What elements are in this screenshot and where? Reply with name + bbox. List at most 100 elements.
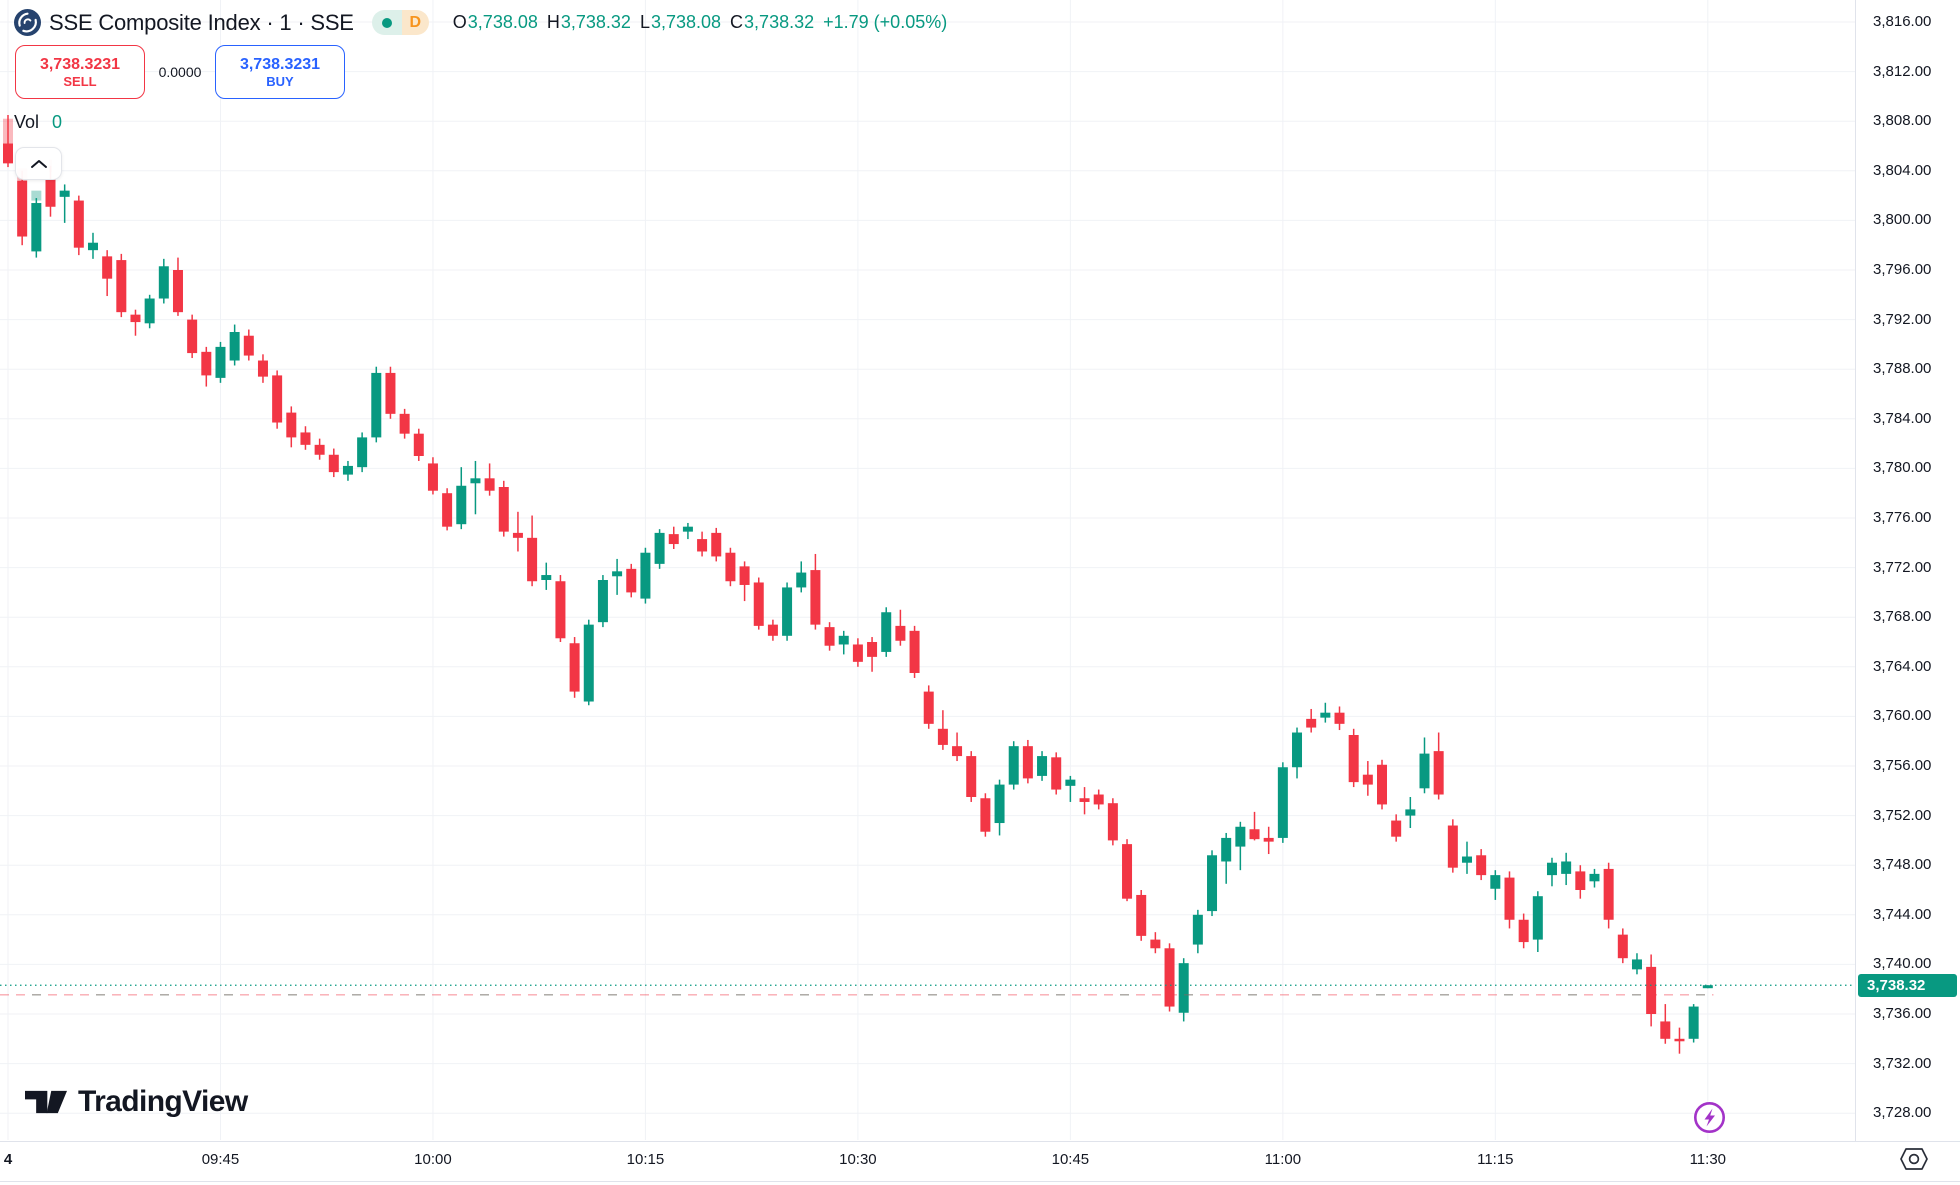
- low-value: 3,738.08: [650, 12, 722, 32]
- lightning-icon: [1704, 1108, 1715, 1127]
- candle-body: [767, 624, 778, 636]
- price-tick-label: 3,796.00: [1873, 261, 1932, 278]
- sell-button[interactable]: 3,738.3231 SELL: [15, 45, 145, 99]
- candle-body: [59, 190, 70, 197]
- candle-body: [1150, 939, 1161, 949]
- price-tick-label: 3,756.00: [1873, 757, 1932, 774]
- price-tick-label: 3,788.00: [1873, 360, 1932, 378]
- candle-body: [1490, 875, 1501, 889]
- price-tick-label: 3,736.00: [1873, 1005, 1932, 1022]
- time-tick-label: 4: [3, 1151, 13, 1168]
- candle-body: [1192, 914, 1203, 945]
- candle-body: [1334, 712, 1345, 724]
- time-axis[interactable]: 4 09:45 10:00 10:15 10:30 10:45 11:00 11:15 11:3…: [0, 1141, 1960, 1182]
- candle-body: [1249, 829, 1260, 840]
- candle-body: [1079, 798, 1090, 802]
- price-tick-label: 3,744.00: [1873, 905, 1932, 923]
- candle-body: [1362, 774, 1373, 785]
- instant-order-lightning-button[interactable]: [1692, 1100, 1727, 1135]
- candle-body: [172, 270, 183, 313]
- candle-body: [31, 203, 42, 252]
- candle-body: [1221, 837, 1232, 862]
- candle-body: [923, 691, 934, 724]
- candle-body: [1164, 948, 1175, 1007]
- candle-body: [158, 266, 169, 299]
- candle-body: [1348, 735, 1359, 783]
- candle-body: [1391, 820, 1402, 837]
- candle-body: [1688, 1006, 1699, 1039]
- candle-body: [782, 587, 793, 636]
- candle-body: [867, 642, 878, 657]
- change-value: +1.79 (+0.05%): [823, 12, 948, 32]
- candle-body: [328, 454, 339, 473]
- candle-body: [796, 572, 807, 588]
- buy-price: 3,738.3231: [239, 55, 321, 73]
- candle-body: [1178, 963, 1189, 1013]
- candle-body: [1377, 764, 1388, 805]
- candle-body: [357, 437, 368, 468]
- open-value: 3,738.08: [467, 12, 538, 32]
- tradingview-mark-icon: [25, 1090, 67, 1114]
- candle-body: [1561, 861, 1572, 874]
- buy-button[interactable]: 3,738.3231 BUY: [215, 45, 345, 99]
- market-open-dot-icon: [381, 17, 392, 28]
- symbol-title[interactable]: SSE Composite Index · 1 · SSE: [49, 9, 354, 35]
- price-tick-label: 3,776.00: [1873, 509, 1932, 526]
- candle-body: [1207, 855, 1218, 912]
- price-tick-label: 3,816.00: [1873, 13, 1932, 30]
- candle-body: [87, 242, 98, 251]
- price-tick-label: 3,732.00: [1873, 1054, 1932, 1072]
- candle-body: [1617, 934, 1628, 959]
- market-status-segment: [371, 10, 402, 35]
- candle-body: [385, 372, 396, 414]
- candle-body: [881, 612, 892, 652]
- axis-settings-icon[interactable]: [1896, 1146, 1932, 1172]
- time-tick-label: 11:15: [1477, 1151, 1514, 1168]
- volume-indicator-row[interactable]: Vol 0: [14, 112, 62, 133]
- volume-label: Vol: [14, 112, 40, 132]
- market-status-interval-pill[interactable]: D: [371, 10, 429, 35]
- candles-layer: [3, 115, 1713, 1054]
- candle-body: [909, 630, 920, 673]
- tradingview-logo[interactable]: TradingView: [25, 1085, 248, 1119]
- candle-body: [640, 552, 651, 599]
- time-tick-label: 11:00: [1264, 1151, 1302, 1168]
- candle-body: [583, 624, 594, 702]
- price-axis[interactable]: 3,738.32 3,816.00 3,812.00 3,808.00 3,804.0…: [1855, 0, 1960, 1141]
- candle-body: [838, 635, 849, 645]
- candle-body: [1008, 746, 1019, 785]
- candle-body: [541, 575, 552, 580]
- candle-body: [286, 412, 297, 438]
- candle-body: [1306, 718, 1317, 728]
- buy-label: BUY: [266, 73, 294, 89]
- candle-body: [612, 571, 623, 577]
- candle-body: [272, 375, 283, 423]
- tradingview-wordmark: TradingView: [78, 1085, 248, 1118]
- price-tick-label: 3,772.00: [1873, 558, 1932, 576]
- instant-trading-panel: 3,738.3231 SELL 0.0000 3,738.3231 BUY: [15, 45, 345, 99]
- candle-body: [1263, 837, 1274, 842]
- spread-value: 0.0000: [158, 64, 202, 80]
- price-tick-label: 3,760.00: [1873, 707, 1932, 725]
- interval-badge[interactable]: D: [401, 10, 429, 35]
- collapse-pane-button[interactable]: [15, 147, 62, 180]
- price-tick-label: 3,752.00: [1873, 806, 1932, 824]
- high-value: 3,738.32: [560, 12, 631, 32]
- candle-body: [1093, 794, 1104, 805]
- candle-body: [300, 432, 311, 445]
- candle-body: [895, 625, 906, 641]
- candle-body: [1320, 712, 1331, 718]
- candle-body: [1546, 862, 1557, 876]
- candle-body: [399, 413, 410, 434]
- candle-body: [980, 798, 991, 832]
- candle-body: [498, 487, 509, 532]
- candle-body: [1037, 756, 1048, 776]
- candle-body: [994, 784, 1005, 824]
- candle-body: [484, 478, 495, 491]
- time-tick-label: 10:15: [626, 1151, 665, 1168]
- price-tick-label: 3,812.00: [1873, 62, 1932, 80]
- high-label: H: [546, 12, 560, 32]
- price-tick-label: 3,740.00: [1873, 955, 1932, 973]
- chart-pane[interactable]: [0, 0, 1855, 1140]
- candle-body: [442, 493, 453, 527]
